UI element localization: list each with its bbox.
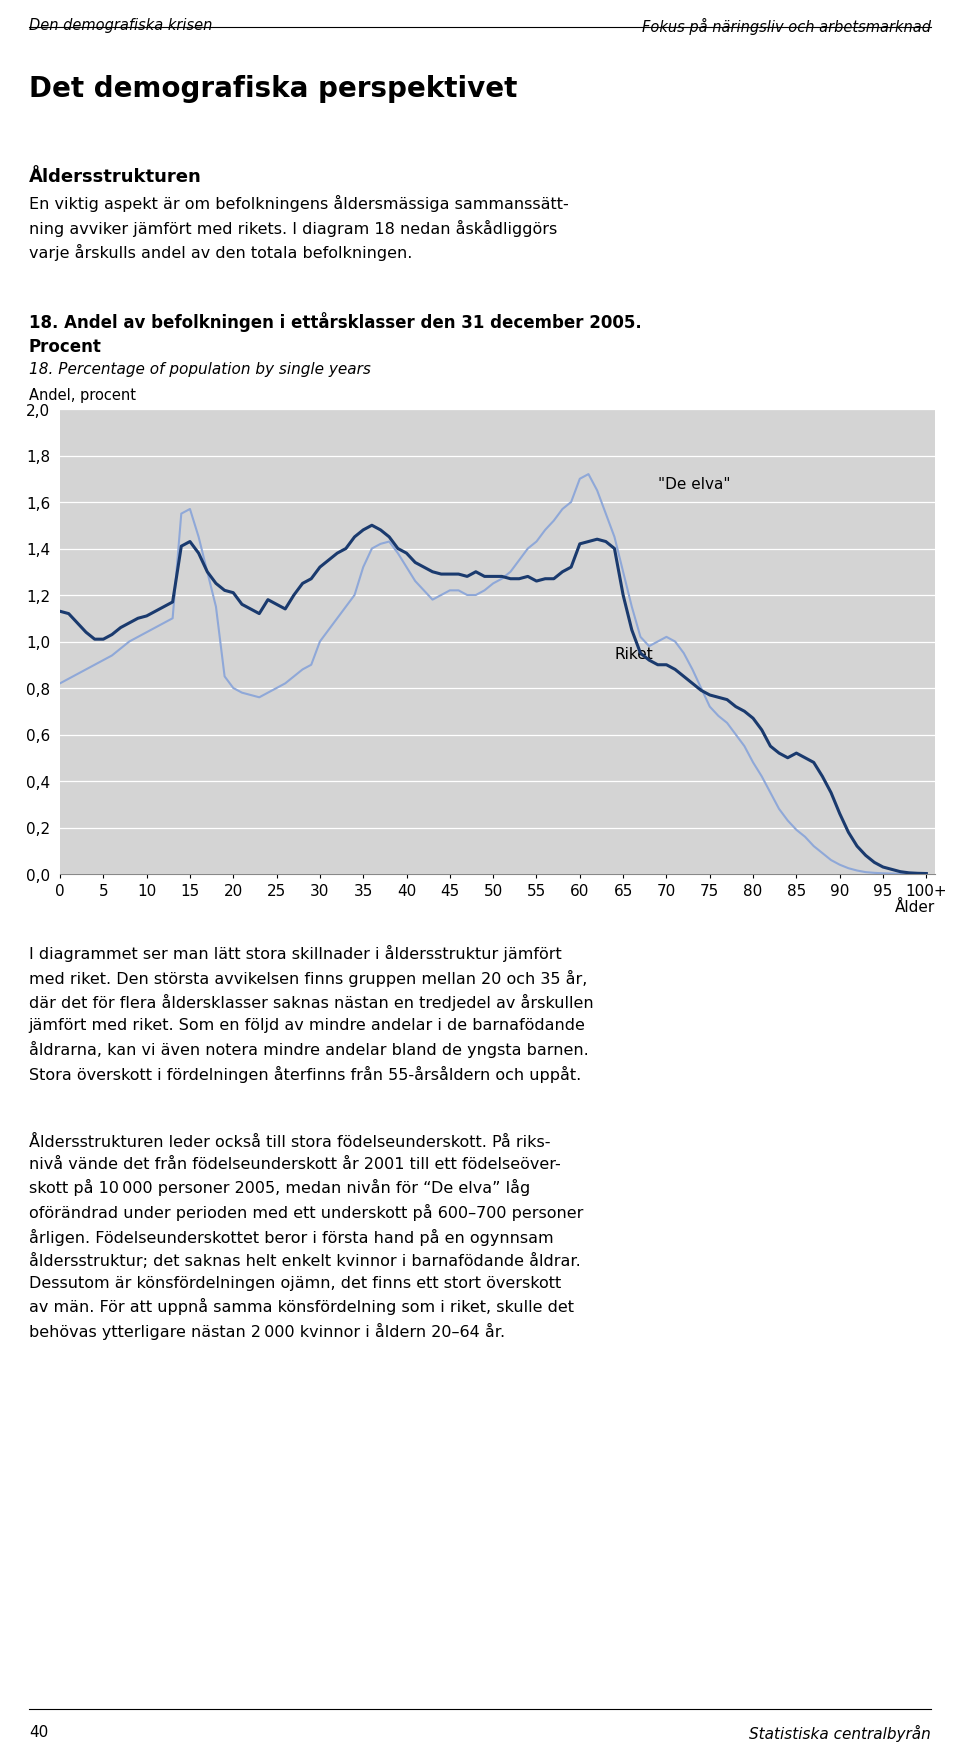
Text: Åldersstrukturen: Åldersstrukturen: [29, 168, 202, 186]
Text: Riket: Riket: [614, 648, 653, 662]
Text: Andel, procent: Andel, procent: [29, 388, 135, 402]
Text: 40: 40: [29, 1723, 48, 1739]
Text: Statistiska centralbyrån: Statistiska centralbyrån: [750, 1723, 931, 1741]
Text: "De elva": "De elva": [658, 477, 731, 491]
Text: Den demografiska krisen: Den demografiska krisen: [29, 18, 212, 33]
Text: Fokus på näringsliv och arbetsmarknad: Fokus på näringsliv och arbetsmarknad: [642, 18, 931, 35]
Text: 18. Percentage of population by single years: 18. Percentage of population by single y…: [29, 362, 371, 377]
Text: Ålder: Ålder: [895, 900, 935, 914]
Text: En viktig aspekt är om befolkningens åldersmässiga sammanssätt-
ning avviker jäm: En viktig aspekt är om befolkningens åld…: [29, 195, 568, 261]
Text: 18. Andel av befolkningen i ettårsklasser den 31 december 2005.
Procent: 18. Andel av befolkningen i ettårsklasse…: [29, 312, 641, 355]
Text: Det demografiska perspektivet: Det demografiska perspektivet: [29, 75, 517, 104]
Text: Åldersstrukturen leder också till stora födelseunderskott. På riks-
nivå vände d: Åldersstrukturen leder också till stora …: [29, 1134, 583, 1339]
Text: I diagrammet ser man lätt stora skillnader i åldersstruktur jämfört
med riket. D: I diagrammet ser man lätt stora skillnad…: [29, 944, 593, 1081]
